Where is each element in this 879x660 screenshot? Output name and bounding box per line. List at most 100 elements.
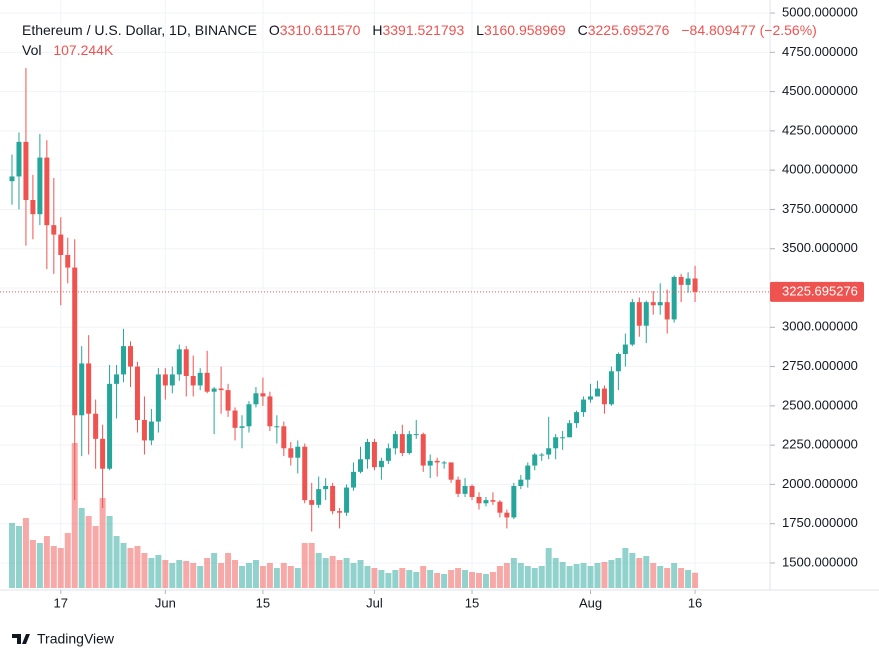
candle-body <box>274 426 280 428</box>
volume-bar <box>301 543 308 588</box>
candle-body <box>225 390 231 411</box>
candle-body <box>601 388 607 405</box>
candle-body <box>455 479 461 494</box>
y-tick-label: 3000.000000 <box>782 319 858 334</box>
candle-body <box>629 302 635 345</box>
y-tick-label: 1500.000000 <box>782 554 858 569</box>
candle-body <box>253 393 259 405</box>
candle-body <box>650 302 656 306</box>
volume-bar <box>155 555 162 588</box>
candle-body <box>490 500 496 502</box>
y-tick-label: 4000.000000 <box>782 162 858 177</box>
candle-body <box>30 200 36 215</box>
ohlc-value: 3391.521793 <box>382 22 465 38</box>
candle-body <box>643 302 649 326</box>
candle-body <box>567 423 573 438</box>
volume-bar <box>622 548 629 588</box>
volume-bar <box>650 563 657 588</box>
volume-bar <box>643 556 650 588</box>
y-tick-label: 4250.000000 <box>782 122 858 137</box>
candle-body <box>72 267 78 416</box>
volume-bar <box>399 568 406 588</box>
candle-body <box>23 141 29 201</box>
volume-bar <box>99 498 106 588</box>
volume-bar <box>36 543 43 588</box>
candle-body <box>316 489 322 505</box>
volume-bar <box>580 563 587 588</box>
candle-body <box>511 485 517 518</box>
volume-bar <box>455 568 462 588</box>
y-tick-label: 4500.000000 <box>782 83 858 98</box>
candle-body <box>267 396 273 427</box>
volume-bar <box>211 553 218 588</box>
volume-bar <box>183 561 190 588</box>
price-tag-label: 3225.695276 <box>782 283 858 298</box>
candle-body <box>211 388 217 392</box>
volume-bar <box>629 553 636 588</box>
volume-bar <box>475 573 482 588</box>
candle-body <box>476 496 482 504</box>
candle-body <box>351 471 357 488</box>
y-tick-label: 1750.000000 <box>782 515 858 530</box>
candle-body <box>532 454 538 466</box>
volume-bar <box>280 563 287 588</box>
candle-body <box>246 404 252 427</box>
volume-bar <box>232 560 239 588</box>
volume-bar <box>448 570 455 588</box>
volume-bar <box>134 546 141 588</box>
volume-bar <box>385 573 392 588</box>
ohlc-label: L <box>476 22 484 38</box>
x-tick-label: 15 <box>465 595 479 610</box>
volume-bar <box>496 566 503 588</box>
volume-bar <box>120 543 127 588</box>
y-tick-label: 2250.000000 <box>782 437 858 452</box>
volume-bar <box>671 563 678 588</box>
candle-body <box>371 441 377 468</box>
plot <box>0 0 770 590</box>
candle-body <box>358 459 363 472</box>
volume-bar <box>427 570 434 588</box>
y-tick-label: 2500.000000 <box>782 397 858 412</box>
volume-bar <box>364 566 371 588</box>
volume-bar <box>329 556 336 588</box>
ohlc-value: 3225.695276 <box>587 22 670 38</box>
candle-body <box>594 388 600 397</box>
volume-bar <box>594 563 601 588</box>
candle-body <box>121 346 127 375</box>
volume-bar <box>176 560 183 588</box>
x-tick-label: 15 <box>256 595 270 610</box>
volume-bar <box>392 570 399 588</box>
price-tag <box>770 281 864 302</box>
candle-body <box>525 465 531 480</box>
volume-bar <box>434 573 441 588</box>
volume-bar <box>127 548 134 588</box>
ohlc-label: O <box>268 22 280 38</box>
volume-bar <box>636 558 643 588</box>
candle-body <box>9 176 15 182</box>
volume-bar <box>225 553 232 588</box>
candle-body <box>553 437 559 449</box>
volume-bar <box>350 563 357 588</box>
candle-body <box>427 460 433 466</box>
candle-body <box>657 302 663 306</box>
logo-icon <box>12 634 30 644</box>
volume-label: Vol <box>22 42 42 58</box>
volume-bar <box>378 570 385 588</box>
volume-bar <box>106 516 113 588</box>
volume-bar <box>462 570 469 588</box>
volume-bar <box>50 546 57 588</box>
candle-body <box>671 277 677 320</box>
volume-bar <box>524 566 531 588</box>
volume-bar <box>239 566 246 588</box>
candle-body <box>58 234 64 256</box>
x-tick-label: 16 <box>688 595 702 610</box>
symbol-title: Ethereum / U.S. Dollar, 1D, BINANCE <box>22 22 257 38</box>
volume-bar <box>29 540 36 588</box>
candle-body <box>622 344 628 354</box>
volume-bar <box>413 572 420 588</box>
change: −84.809477 (−2.56%) <box>681 22 817 38</box>
candle-body <box>462 485 468 494</box>
volume-bar <box>78 508 85 588</box>
volume-bar <box>657 566 664 588</box>
candle-body <box>434 460 440 463</box>
